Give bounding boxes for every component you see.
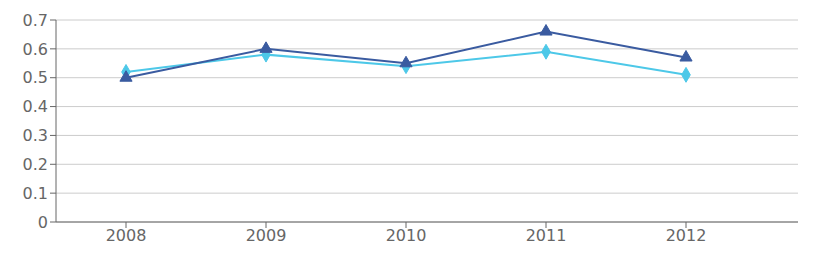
svg-text:0.4: 0.4 bbox=[23, 97, 48, 116]
svg-text:0.3: 0.3 bbox=[23, 126, 48, 145]
svg-text:0.5: 0.5 bbox=[23, 68, 48, 87]
svg-text:0.7: 0.7 bbox=[23, 11, 48, 30]
svg-text:0.1: 0.1 bbox=[23, 184, 48, 203]
svg-text:2008: 2008 bbox=[106, 226, 147, 245]
svg-text:0: 0 bbox=[38, 213, 48, 232]
svg-text:2011: 2011 bbox=[526, 226, 567, 245]
svg-text:2012: 2012 bbox=[666, 226, 707, 245]
svg-text:0.2: 0.2 bbox=[23, 155, 48, 174]
svg-text:2009: 2009 bbox=[246, 226, 287, 245]
svg-text:2010: 2010 bbox=[386, 226, 427, 245]
svg-text:0.6: 0.6 bbox=[23, 40, 48, 59]
